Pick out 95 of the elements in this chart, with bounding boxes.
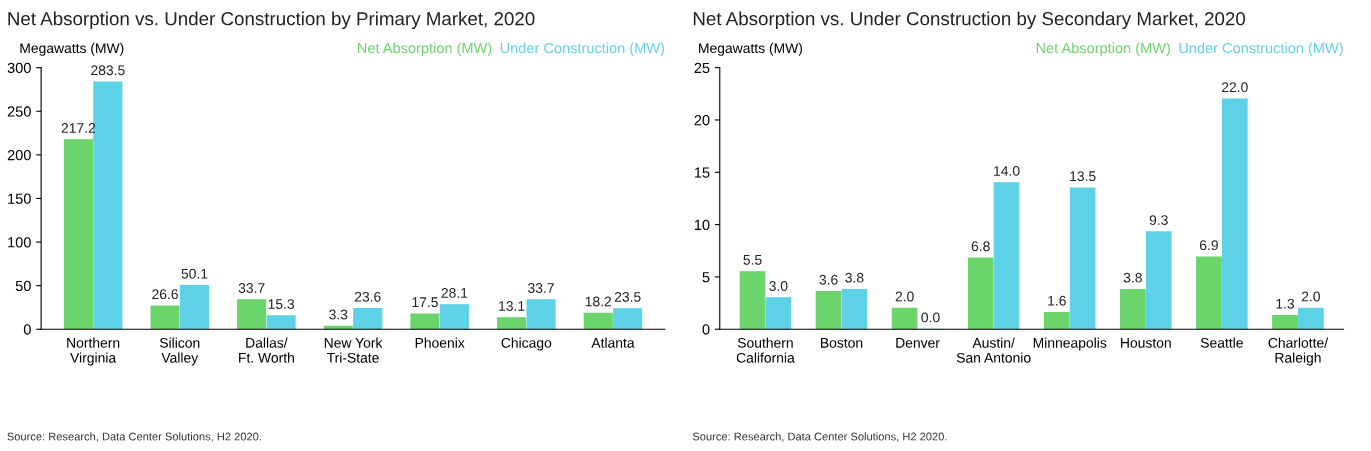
bar (179, 284, 210, 330)
data-label: 18.2 (585, 296, 612, 307)
bar (815, 291, 842, 330)
bar (497, 317, 527, 330)
x-tick-label: Chicago (501, 337, 552, 351)
y-axis-title: Megawatts (MW) (699, 42, 803, 56)
x-tick-label: Northern Virginia (67, 337, 120, 366)
data-label: 3.8 (1123, 272, 1142, 283)
data-label: 22.0 (1221, 82, 1248, 93)
data-label: 3.0 (769, 281, 788, 291)
bar (739, 271, 766, 330)
y-tick-label: 300 (7, 62, 31, 74)
x-tick-label: Houston (1121, 338, 1171, 348)
y-tick-label: 15 (694, 167, 710, 178)
y-tick-label: 20 (694, 115, 710, 126)
data-label: 13.5 (1070, 171, 1096, 182)
data-label: 6.9 (1199, 240, 1218, 251)
x-tick-label: Minneapolis (1033, 337, 1107, 351)
bar (1043, 311, 1070, 330)
bar (1069, 187, 1096, 330)
data-label: 3.6 (819, 274, 838, 285)
x-tick-label: Southern California (736, 337, 795, 363)
text: Net Absorption (MW) (1036, 42, 1170, 57)
y-tick-label: 200 (7, 149, 31, 161)
bar (1272, 315, 1298, 330)
y-tick-label: 0 (702, 324, 710, 335)
x-tick-label: Austin/ San Antonio (956, 337, 1031, 363)
bar (237, 299, 267, 330)
y-tick-label: 250 (7, 106, 31, 117)
data-label: 1.6 (1048, 295, 1066, 306)
data-label: 3.8 (845, 272, 864, 283)
bar (1298, 307, 1324, 330)
data-label: 23.5 (614, 291, 641, 302)
data-label: 283.5 (91, 65, 125, 76)
chart-title: Net Absorption vs. Under Construction by Secondary Market, 2020 (693, 11, 1246, 30)
data-label: 14.0 (994, 166, 1020, 176)
y-tick-label: 10 (694, 219, 710, 231)
data-label: 5.5 (743, 255, 762, 265)
bar (526, 299, 556, 330)
bar (150, 305, 180, 330)
x-tick-label: Charlotte/ Raleigh (1268, 337, 1329, 366)
text: Under Construction (MW) (500, 42, 665, 57)
data-label: 50.1 (181, 268, 208, 279)
data-label: 28.1 (441, 287, 468, 298)
bar (93, 81, 123, 330)
data-label: 2.0 (1301, 291, 1320, 302)
bar (841, 288, 868, 330)
data-label: 26.6 (152, 289, 178, 300)
bar (63, 139, 93, 330)
y-tick-label: 50 (15, 280, 31, 292)
bar (891, 307, 918, 330)
text: Net Absorption (MW) (358, 42, 492, 57)
bar (410, 313, 440, 330)
data-label: 1.3 (1276, 298, 1295, 309)
y-tick-label: 150 (8, 193, 31, 204)
x-tick-label: Atlanta (591, 337, 635, 348)
bar (583, 312, 613, 330)
bar (613, 308, 643, 330)
chart-title: Net Absorption vs. Under Construction by Primary Market, 2020 (8, 11, 535, 30)
data-label: 3.3 (329, 309, 348, 320)
bar (993, 182, 1020, 330)
bar (967, 257, 994, 330)
y-tick-label: 5 (702, 272, 710, 283)
bar (353, 308, 383, 330)
bar (765, 297, 792, 330)
x-tick-label: Seattle (1200, 337, 1243, 348)
data-label: 33.7 (528, 283, 554, 293)
data-label: 2.0 (895, 291, 914, 302)
y-tick-label: 0 (23, 324, 31, 335)
data-label: 23.6 (354, 291, 381, 302)
data-label: 9.3 (1149, 215, 1168, 226)
bar (266, 315, 296, 330)
x-tick-label: Denver (896, 338, 940, 348)
data-label: 13.1 (499, 301, 525, 311)
data-label: 6.8 (971, 241, 990, 252)
source-note: Source: Research, Data Center Solutions, H2 2020. (7, 432, 261, 442)
x-tick-label: Silicon Valley (159, 337, 200, 366)
y-tick-label: 25 (694, 62, 710, 74)
y-axis-title: Megawatts (MW) (20, 42, 124, 56)
data-label: 15.3 (268, 299, 295, 309)
bar (1196, 256, 1222, 330)
x-tick-label: Dallas/ Ft. Worth (239, 337, 294, 363)
source-note: Source: Research, Data Center Solutions, H2 2020. (692, 432, 947, 442)
text: Under Construction (MW) (1179, 42, 1343, 57)
y-tick-label: 100 (8, 237, 31, 248)
bar (439, 304, 469, 330)
data-label: 17.5 (412, 297, 438, 308)
bar (1221, 98, 1248, 330)
bar (1120, 288, 1146, 330)
data-label: 0.0 (921, 312, 940, 323)
x-tick-label: New York Tri-State (324, 337, 383, 363)
x-tick-label: Boston (821, 338, 863, 348)
x-tick-label: Phoenix (415, 337, 465, 348)
bar (1145, 231, 1172, 330)
data-label: 33.7 (238, 283, 265, 293)
